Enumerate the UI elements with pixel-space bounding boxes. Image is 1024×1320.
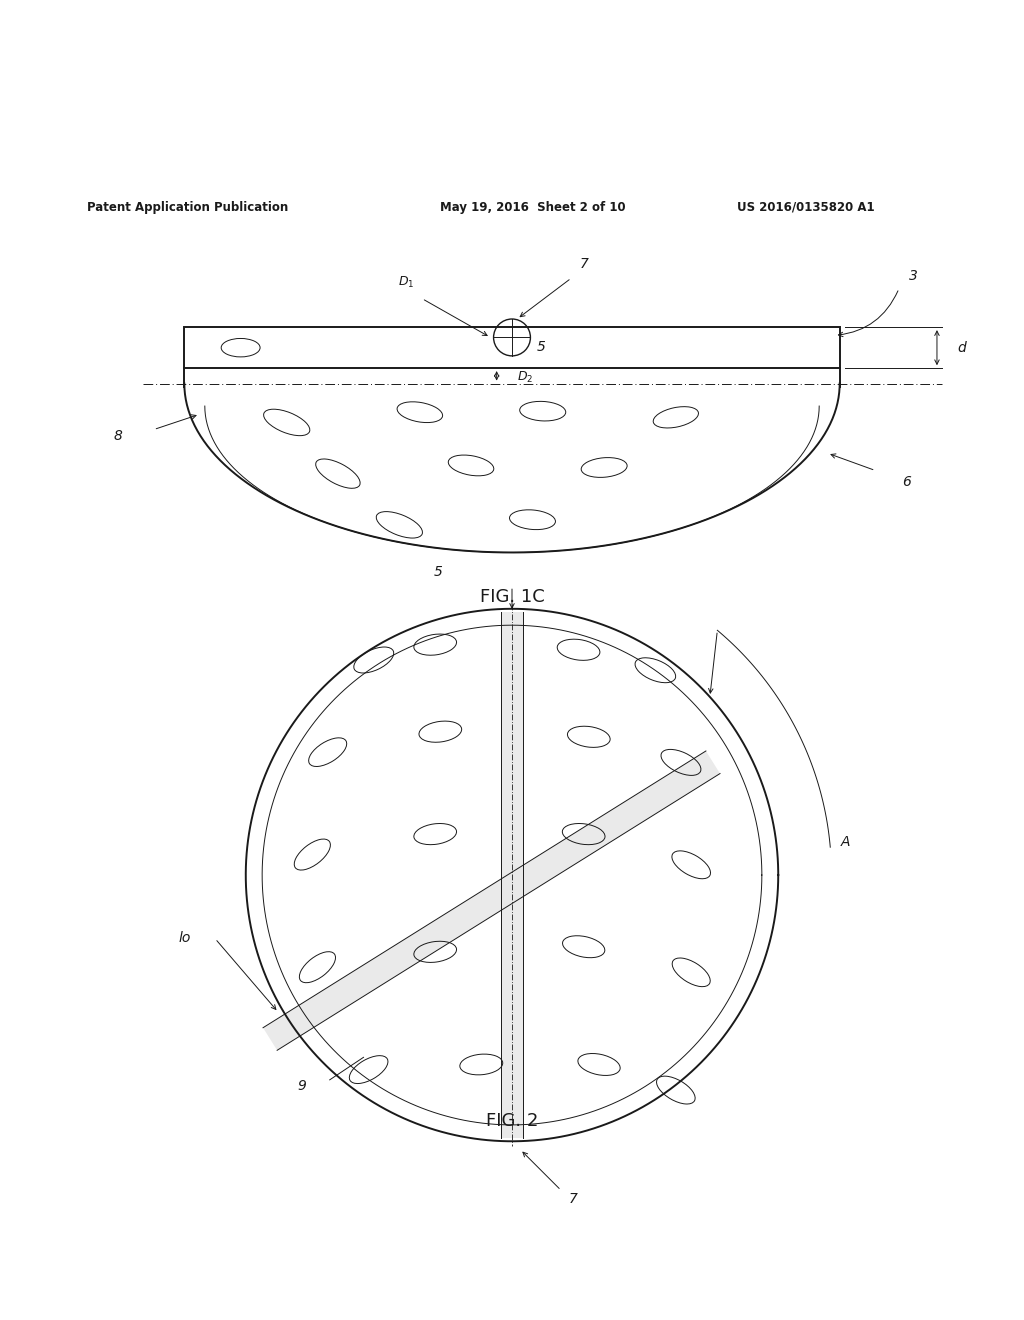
Text: 6: 6: [902, 475, 910, 488]
Text: $D_1$: $D_1$: [398, 276, 415, 290]
Text: 8: 8: [114, 429, 122, 442]
Text: 9: 9: [298, 1078, 306, 1093]
Text: 5: 5: [537, 339, 545, 354]
Text: A: A: [841, 836, 850, 849]
Text: d: d: [957, 341, 967, 355]
Text: 3: 3: [909, 269, 918, 282]
Text: 5: 5: [434, 565, 442, 579]
Text: US 2016/0135820 A1: US 2016/0135820 A1: [737, 201, 874, 214]
Text: May 19, 2016  Sheet 2 of 10: May 19, 2016 Sheet 2 of 10: [440, 201, 626, 214]
Polygon shape: [263, 751, 720, 1051]
Text: Patent Application Publication: Patent Application Publication: [87, 201, 289, 214]
Text: lo: lo: [178, 931, 190, 945]
Text: FIG. 1C: FIG. 1C: [479, 587, 545, 606]
Text: 7: 7: [569, 1192, 578, 1205]
Text: $D_2$: $D_2$: [517, 371, 534, 385]
Text: FIG. 2: FIG. 2: [485, 1111, 539, 1130]
Text: 7: 7: [580, 257, 588, 271]
